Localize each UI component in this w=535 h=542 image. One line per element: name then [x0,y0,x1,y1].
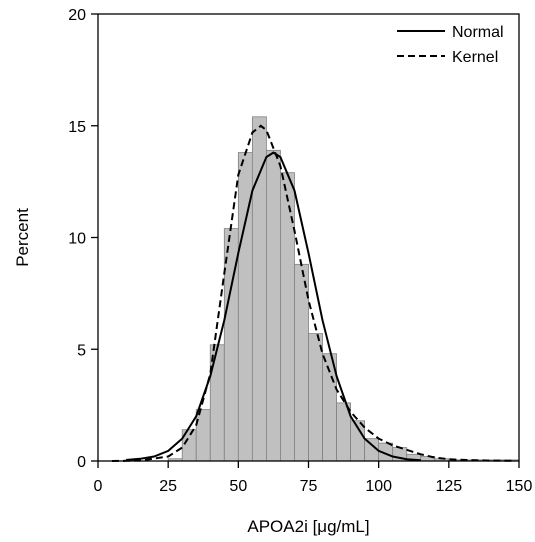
y-tick-label: 5 [77,342,86,359]
y-tick-label: 15 [68,119,86,136]
x-tick-label: 50 [229,478,247,495]
x-tick-label: 25 [159,478,177,495]
histogram-bars [167,116,520,462]
histogram-bar [209,344,225,462]
y-tick-label: 10 [68,231,86,248]
legend-label-normal: Normal [452,24,504,41]
series-line-normal [126,151,421,462]
histogram-bar [265,149,281,462]
x-axis-title: APOA2i [μg/mL] [247,517,369,536]
x-tick-label: 150 [506,478,533,495]
histogram-bar [280,172,295,462]
series-line-kernel [111,124,514,462]
y-axis-title: Percent [13,208,32,267]
y-tick-label: 20 [68,7,86,24]
legend: Normal Kernel [397,24,504,66]
x-tick-label: 75 [300,478,318,495]
legend-label-kernel: Kernel [452,49,498,66]
histogram-bar [251,116,267,462]
y-axis: 0 5 10 15 20 [68,7,98,471]
x-tick-label: 100 [365,478,392,495]
x-axis: 0 25 50 75 100 125 150 [94,461,533,495]
y-tick-label: 0 [77,454,86,471]
x-tick-label: 125 [435,478,462,495]
x-tick-label: 0 [94,478,103,495]
density-curves [111,124,514,462]
histogram-bar [308,333,323,462]
histogram-bar [195,409,211,462]
